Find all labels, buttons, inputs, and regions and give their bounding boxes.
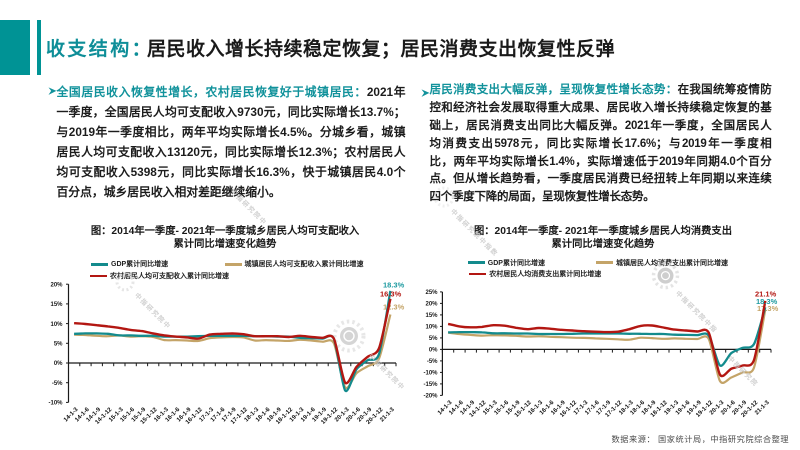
svg-text:-5%: -5% xyxy=(52,381,63,387)
svg-text:18.3%: 18.3% xyxy=(383,281,405,290)
svg-text:-5%: -5% xyxy=(427,359,438,365)
svg-text:18.3%: 18.3% xyxy=(756,297,778,306)
svg-text:15%: 15% xyxy=(425,313,438,319)
svg-text:5%: 5% xyxy=(54,342,63,348)
svg-text:5%: 5% xyxy=(429,336,438,342)
svg-text:10%: 10% xyxy=(425,325,438,331)
svg-text:25%: 25% xyxy=(425,290,438,296)
svg-text:10%: 10% xyxy=(50,322,63,328)
svg-text:-10%: -10% xyxy=(423,371,438,377)
svg-text:0%: 0% xyxy=(54,361,63,367)
svg-text:20%: 20% xyxy=(425,302,438,308)
svg-text:-10%: -10% xyxy=(48,401,63,407)
svg-text:-15%: -15% xyxy=(423,382,438,388)
svg-text:0%: 0% xyxy=(429,348,438,354)
svg-text:12.3%: 12.3% xyxy=(383,303,405,312)
svg-text:20%: 20% xyxy=(50,282,63,288)
svg-text:17.3%: 17.3% xyxy=(757,304,779,313)
svg-text:-20%: -20% xyxy=(423,394,438,400)
svg-text:16.3%: 16.3% xyxy=(380,290,402,299)
svg-text:15%: 15% xyxy=(50,302,63,308)
svg-text:21.1%: 21.1% xyxy=(755,290,777,299)
